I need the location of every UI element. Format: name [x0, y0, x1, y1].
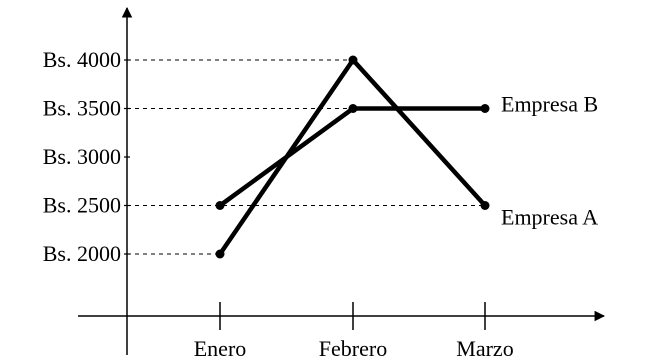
- series-lines: [217, 57, 488, 257]
- axes: [78, 6, 606, 355]
- series-label: Empresa A: [501, 205, 598, 230]
- series-line: [217, 106, 488, 208]
- guide-lines: [127, 59, 485, 255]
- series-label: Empresa B: [501, 92, 598, 117]
- data-point: [480, 104, 490, 113]
- x-tick-label: Enero: [194, 336, 247, 361]
- y-tick-label: Bs. 2500: [43, 193, 121, 218]
- data-point: [348, 104, 358, 113]
- x-tick-label: Febrero: [319, 336, 387, 361]
- y-tick-label: Bs. 3500: [43, 96, 121, 121]
- y-tick-label: Bs. 4000: [43, 47, 121, 72]
- x-tick-label: Marzo: [456, 336, 513, 361]
- y-tick-label: Bs. 2000: [43, 241, 121, 266]
- series-line: [217, 57, 488, 257]
- data-point: [348, 55, 358, 65]
- data-point: [215, 201, 225, 210]
- data-point: [480, 201, 490, 210]
- tick-labels: Bs. 2000 Bs. 2500 Bs. 3000 Bs. 3500 Bs. 4000…: [43, 47, 599, 361]
- data-points: [215, 55, 490, 259]
- y-tick-label: Bs. 3000: [43, 144, 121, 169]
- data-point: [215, 249, 225, 259]
